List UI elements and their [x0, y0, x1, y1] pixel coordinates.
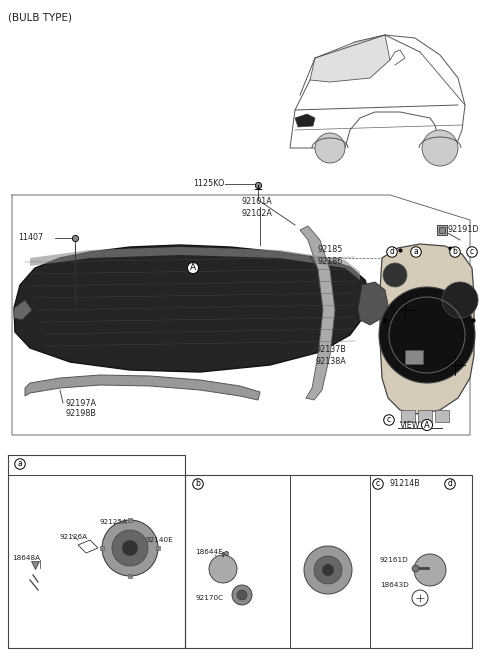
Text: A: A: [424, 420, 430, 430]
Text: 1125KO: 1125KO: [193, 180, 225, 188]
Circle shape: [422, 130, 458, 166]
Text: VIEW: VIEW: [400, 420, 420, 430]
Circle shape: [322, 564, 334, 576]
Text: 18644E: 18644E: [195, 549, 223, 555]
Text: (BULB TYPE): (BULB TYPE): [8, 12, 72, 22]
Text: 92126A: 92126A: [60, 534, 88, 540]
Text: c: c: [470, 247, 474, 256]
Text: 92186: 92186: [318, 256, 343, 266]
Polygon shape: [310, 35, 390, 82]
Circle shape: [209, 555, 237, 583]
Circle shape: [379, 287, 475, 383]
Text: 92161D: 92161D: [380, 557, 409, 563]
Polygon shape: [300, 226, 335, 400]
Circle shape: [112, 530, 148, 566]
Circle shape: [314, 556, 342, 584]
Bar: [435, 410, 449, 422]
Polygon shape: [358, 282, 388, 325]
Text: 18648A: 18648A: [12, 555, 40, 561]
Text: 92191D: 92191D: [448, 226, 480, 234]
Text: 92137B: 92137B: [315, 346, 346, 354]
Text: 92125A: 92125A: [100, 519, 128, 525]
Text: 11407: 11407: [18, 234, 43, 243]
Polygon shape: [25, 375, 260, 400]
Polygon shape: [14, 245, 370, 372]
Text: 92185: 92185: [318, 245, 343, 255]
Text: a: a: [414, 247, 419, 256]
Text: 92138A: 92138A: [315, 356, 346, 365]
Text: 92140E: 92140E: [145, 537, 173, 543]
Text: 91214B: 91214B: [390, 480, 421, 489]
Text: 92198B: 92198B: [65, 409, 96, 419]
Text: b: b: [195, 480, 201, 489]
Text: 18643D: 18643D: [380, 582, 409, 588]
Circle shape: [383, 263, 407, 287]
Polygon shape: [380, 244, 474, 414]
Polygon shape: [295, 114, 315, 127]
Circle shape: [414, 554, 446, 586]
Circle shape: [237, 590, 247, 600]
Text: a: a: [18, 459, 23, 468]
Text: c: c: [376, 480, 380, 489]
Text: 92197A: 92197A: [65, 398, 96, 407]
Text: d: d: [390, 247, 395, 256]
Polygon shape: [14, 300, 32, 320]
Circle shape: [304, 546, 352, 594]
Bar: [401, 410, 415, 422]
Text: A: A: [190, 264, 196, 272]
Circle shape: [122, 540, 138, 556]
Text: b: b: [453, 247, 457, 256]
Text: 92102A: 92102A: [242, 209, 273, 218]
Polygon shape: [30, 247, 360, 280]
Polygon shape: [78, 540, 98, 553]
Text: 92170C: 92170C: [195, 595, 223, 601]
Circle shape: [232, 585, 252, 605]
Circle shape: [102, 520, 158, 576]
Text: c: c: [387, 415, 391, 424]
Circle shape: [442, 282, 478, 318]
Text: d: d: [447, 480, 453, 489]
Bar: [405, 350, 423, 364]
Bar: [418, 410, 432, 422]
Circle shape: [315, 133, 345, 163]
Text: 92101A: 92101A: [242, 197, 273, 207]
